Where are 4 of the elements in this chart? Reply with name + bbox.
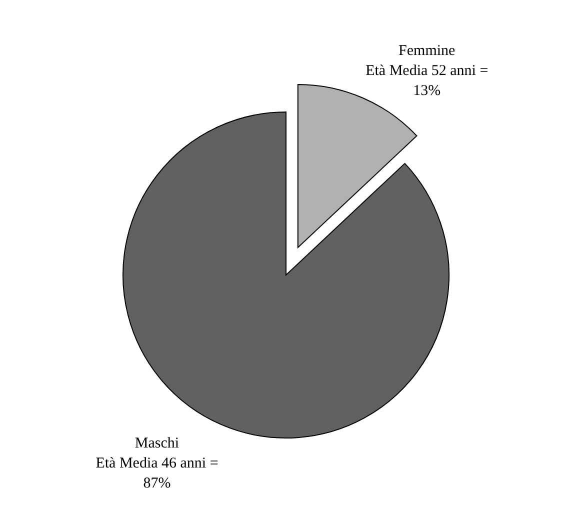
- data-label: 13%: [413, 82, 441, 99]
- data-label: 87%: [143, 476, 171, 492]
- slice-label: Maschi Età Media 46 anni =: [96, 436, 218, 472]
- slice-label: Femmine Età Media 52 anni =: [366, 42, 488, 79]
